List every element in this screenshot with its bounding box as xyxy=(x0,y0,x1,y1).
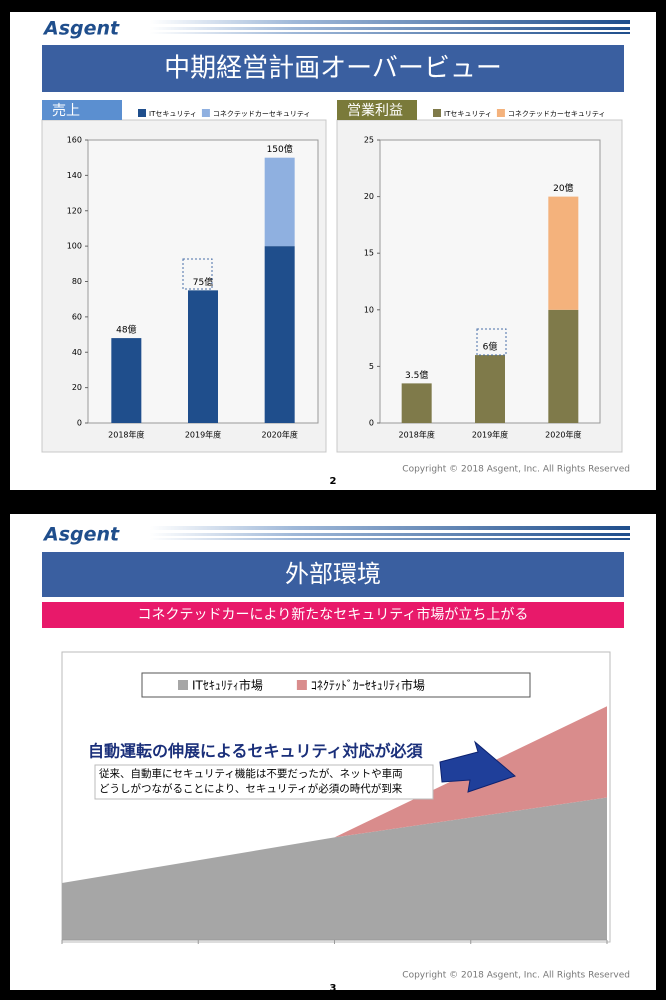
legend-swatch xyxy=(178,680,188,690)
plan-box xyxy=(182,258,213,290)
y-tick-label: 25 xyxy=(364,136,374,145)
bar-segment xyxy=(475,355,505,423)
bar-segment xyxy=(548,196,579,310)
header-stripe xyxy=(150,32,630,34)
total-label: 3.5億 xyxy=(405,369,428,381)
header-stripe xyxy=(150,533,630,536)
legend-swatch xyxy=(496,109,505,117)
y-tick-label: 15 xyxy=(364,249,374,258)
legend-box xyxy=(141,672,531,698)
x-tick-label: 2020年度 xyxy=(545,430,581,440)
bar-segment xyxy=(188,290,218,423)
legend-swatch xyxy=(433,109,441,117)
banner xyxy=(42,602,624,628)
legend-swatch xyxy=(138,109,146,117)
y-tick-label: 5 xyxy=(369,362,374,371)
legend-label: コネクテッドカーセキュリティ xyxy=(213,110,311,118)
y-tick-label: 60 xyxy=(72,312,82,321)
total-label: 6億 xyxy=(483,341,498,353)
x-tick-label: 2020年度 xyxy=(261,430,297,440)
x-tick-label: 2019年度 xyxy=(472,430,508,440)
annotation-line: 従来、自動車にセキュリティ機能は不要だったが、ネットや車両 xyxy=(99,767,403,780)
legend-label: ITセキュリティ xyxy=(149,110,197,118)
legend-label: コネクテッドカーセキュリティ xyxy=(508,110,606,118)
total-label: 75億 xyxy=(193,276,213,288)
annotation-line: どうしがつながることにより、セキュリティが必須の時代が到来 xyxy=(99,782,403,795)
y-tick-label: 20 xyxy=(364,192,374,201)
header-stripe xyxy=(150,526,630,530)
y-tick-label: 40 xyxy=(72,348,82,357)
banner-text: コネクテッドカーにより新たなセキュリティ市場が立ち上がる xyxy=(138,606,529,623)
legend-label: ｺﾈｸﾃｯﾄﾞｶｰｾｷｭﾘﾃｨ市場 xyxy=(311,678,425,693)
logo: Asgent xyxy=(42,524,120,546)
page-number: 3 xyxy=(330,983,337,994)
y-tick-label: 0 xyxy=(77,419,82,428)
y-tick-label: 120 xyxy=(67,206,82,215)
copyright: Copyright © 2018 Asgent, Inc. All Rights… xyxy=(402,971,630,981)
chart-tab xyxy=(42,100,122,120)
total-label: 150億 xyxy=(267,143,293,155)
y-tick-label: 10 xyxy=(364,305,374,314)
bar-segment xyxy=(548,309,579,423)
title-bar xyxy=(42,552,624,597)
copyright: Copyright © 2018 Asgent, Inc. All Rights… xyxy=(402,465,630,475)
header-stripe xyxy=(150,538,630,540)
bar-segment xyxy=(401,383,432,423)
total-label: 20億 xyxy=(553,182,573,194)
annotation-title: 自動運転の伸展によるセキュリティ対応が必須 xyxy=(88,742,424,761)
x-tick-label: 2019年度 xyxy=(185,430,221,440)
header-stripe xyxy=(150,20,630,24)
annotation-box xyxy=(94,764,434,800)
page-number: 2 xyxy=(330,476,337,487)
y-tick-label: 0 xyxy=(369,419,374,428)
y-tick-label: 160 xyxy=(67,136,82,145)
title-bar xyxy=(42,45,624,92)
y-tick-label: 20 xyxy=(72,383,82,392)
area xyxy=(62,797,607,940)
chart-title: 売上 xyxy=(52,103,80,119)
chart-title: 営業利益 xyxy=(347,103,403,119)
bar-segment xyxy=(111,338,142,423)
total-label: 48億 xyxy=(116,324,136,336)
plan-box xyxy=(476,328,507,356)
logo: Asgent xyxy=(42,18,120,40)
bar-segment xyxy=(264,157,295,247)
arrow xyxy=(439,740,516,793)
y-tick-label: 100 xyxy=(67,242,82,251)
legend-label: ITｾｷｭﾘﾃｨ市場 xyxy=(192,678,263,693)
chart-tab xyxy=(337,100,417,120)
x-tick-label: 2018年度 xyxy=(108,430,144,440)
x-tick-label: 2018年度 xyxy=(398,430,434,440)
legend-swatch xyxy=(201,109,210,117)
legend-label: ITセキュリティ xyxy=(444,110,492,118)
bar-segment xyxy=(264,246,295,423)
area xyxy=(62,706,607,883)
y-tick-label: 80 xyxy=(72,277,82,286)
slide-title: 中期経営計画オーバービュー xyxy=(164,54,502,84)
y-tick-label: 140 xyxy=(67,171,82,180)
legend-swatch xyxy=(296,680,307,690)
slide-title: 外部環境 xyxy=(285,560,381,588)
header-stripe xyxy=(150,27,630,30)
